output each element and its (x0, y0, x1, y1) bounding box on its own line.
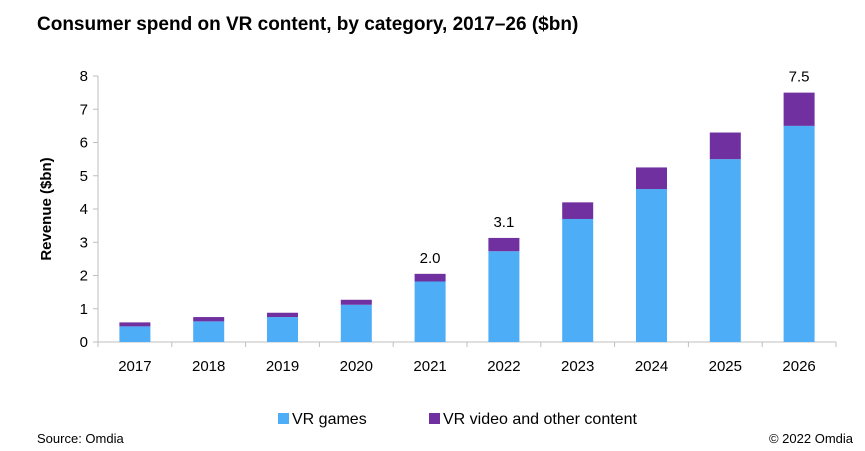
y-tick-label: 5 (80, 168, 88, 185)
bar-vr-video (193, 317, 225, 322)
bar-vr-video (340, 299, 372, 305)
legend-label-games: VR games (292, 411, 367, 428)
bar-vr-video (119, 322, 151, 327)
y-tick-label: 2 (80, 268, 88, 285)
x-tick-label: 2020 (340, 358, 373, 375)
bar-vr-games (340, 304, 372, 342)
bar-vr-video (636, 167, 667, 190)
legend-label-video: VR video and other content (443, 411, 637, 428)
bar-vr-video (488, 237, 520, 252)
bar-vr-games (119, 326, 151, 342)
y-axis-label: Revenue ($bn) (38, 157, 55, 260)
x-tick-label: 2024 (635, 358, 668, 375)
x-tick-label: 2019 (266, 358, 299, 375)
bar-vr-video (709, 132, 741, 160)
bar-vr-video (267, 312, 298, 318)
y-tick-label: 1 (80, 301, 88, 318)
x-tick-label: 2018 (192, 358, 225, 375)
bar-vr-games (562, 218, 594, 342)
bar-vr-video (414, 273, 446, 282)
bar-vr-games (267, 317, 298, 342)
bar-vr-games (488, 251, 520, 342)
chart-title: Consumer spend on VR content, by categor… (37, 14, 579, 35)
legend-swatch-video (429, 413, 440, 424)
x-tick-label: 2017 (118, 358, 151, 375)
y-tick-label: 6 (80, 135, 88, 152)
bar-vr-video (783, 92, 815, 126)
bar-vr-games (193, 321, 225, 342)
bar-vr-video (562, 202, 594, 219)
x-tick-label: 2026 (782, 358, 815, 375)
y-tick-label: 7 (80, 101, 88, 118)
copyright-note: © 2022 Omdia (768, 431, 853, 446)
legend: VR games VR video and other content (278, 411, 637, 428)
x-tick-label: 2022 (487, 358, 520, 375)
x-tick-label: 2023 (561, 358, 594, 375)
x-tick-label: 2021 (413, 358, 446, 375)
x-tick-label: 2025 (709, 358, 742, 375)
bar-vr-games (414, 281, 446, 342)
source-note: Source: Omdia (37, 431, 124, 446)
bar-vr-games (783, 125, 815, 342)
y-tick-label: 0 (80, 334, 88, 351)
bar-vr-games (709, 159, 741, 342)
y-tick-label: 8 (80, 68, 88, 85)
data-label: 2.0 (420, 250, 441, 267)
data-label: 3.1 (493, 214, 514, 231)
legend-swatch-games (278, 413, 289, 424)
y-tick-label: 4 (80, 201, 88, 218)
data-label: 7.5 (789, 69, 810, 86)
y-tick-label: 3 (80, 234, 88, 251)
bar-vr-games (636, 189, 667, 342)
